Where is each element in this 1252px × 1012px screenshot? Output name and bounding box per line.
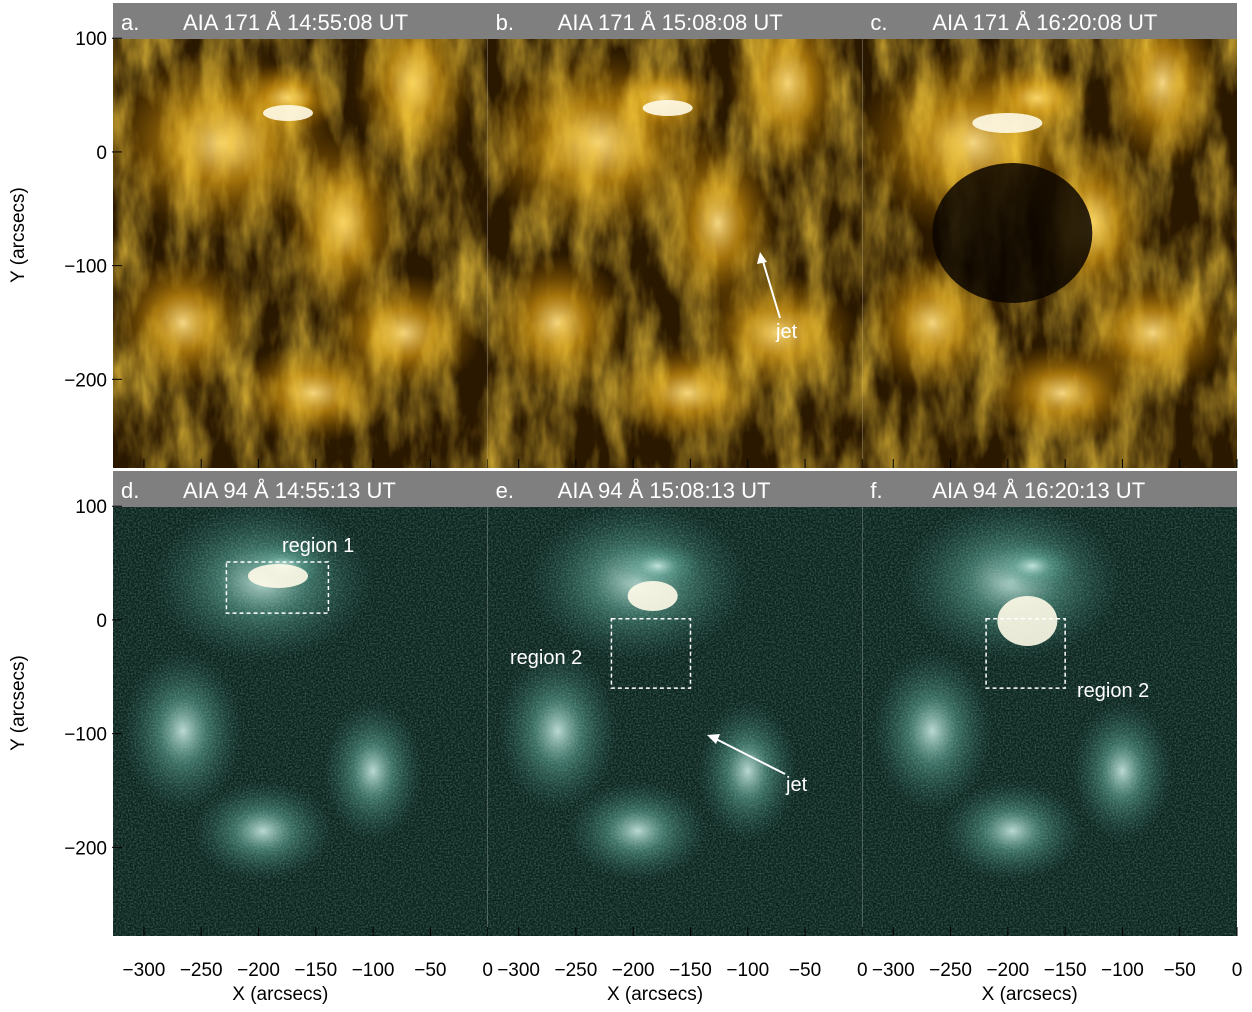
x-tick-label: −250 bbox=[554, 960, 597, 981]
jet-label: jet bbox=[785, 774, 808, 796]
panel-letter: f. bbox=[870, 478, 882, 503]
y-tick-label: 0 bbox=[96, 611, 107, 632]
x-tick-label: −200 bbox=[612, 960, 655, 981]
texture bbox=[488, 3, 863, 468]
x-tick-label: −50 bbox=[1164, 960, 1196, 981]
x-tick-label: −100 bbox=[1101, 960, 1144, 981]
y-axis-label: Y (arcsecs) bbox=[8, 655, 29, 751]
x-axis-label: X (arcsecs) bbox=[982, 984, 1078, 1005]
y-tick-label: 100 bbox=[75, 497, 107, 518]
y-tick-label: −200 bbox=[64, 838, 107, 859]
region-label: region 2 bbox=[510, 647, 582, 669]
region-label: region 1 bbox=[282, 535, 354, 557]
jet-label: jet bbox=[775, 321, 798, 343]
solar-image bbox=[852, 0, 1237, 468]
x-tick-label: −150 bbox=[1044, 960, 1087, 981]
flare bbox=[643, 100, 693, 116]
flare bbox=[248, 564, 308, 588]
x-tick-label: 0 bbox=[482, 960, 493, 981]
panels: a. AIA 171 Å 14:55:08 UT 100 0 −100 −200 b. AIA… bbox=[64, 0, 1242, 1005]
panel: d. AIA 94 Å 14:55:13 UT −300 −250 −200 −150 −1… bbox=[64, 471, 493, 1005]
panel: c. AIA 171 Å 16:20:08 UT bbox=[852, 0, 1237, 468]
solar-image bbox=[478, 0, 863, 468]
solar-image bbox=[103, 0, 488, 468]
x-tick-label: 0 bbox=[857, 960, 868, 981]
panel-title: AIA 94 Å 16:20:13 UT bbox=[932, 478, 1145, 503]
x-tick-label: −200 bbox=[237, 960, 280, 981]
x-tick-label: −250 bbox=[929, 960, 972, 981]
y-tick-label: −100 bbox=[64, 257, 107, 278]
panel-letter: d. bbox=[121, 478, 139, 503]
panel: f. AIA 94 Å 16:20:13 UT −300 −250 −200 −150 −1… bbox=[862, 471, 1242, 1005]
x-tick-label: 0 bbox=[1232, 960, 1243, 981]
x-tick-label: −250 bbox=[180, 960, 223, 981]
flare bbox=[997, 596, 1057, 646]
x-tick-label: −150 bbox=[294, 960, 337, 981]
figure: Y (arcsecs) Y (arcsecs) a. AIA 171 Å 14:5… bbox=[0, 0, 1252, 1012]
panel-title: AIA 171 Å 14:55:08 UT bbox=[183, 10, 408, 35]
flare bbox=[972, 113, 1042, 133]
texture bbox=[862, 471, 1237, 936]
y-tick-label: 0 bbox=[96, 143, 107, 164]
panel-letter: e. bbox=[496, 478, 514, 503]
panel: b. AIA 171 Å 15:08:08 UT bbox=[478, 0, 863, 468]
texture bbox=[488, 471, 863, 936]
x-tick-label: −300 bbox=[497, 960, 540, 981]
texture bbox=[113, 3, 488, 468]
y-tick-label: −200 bbox=[64, 370, 107, 391]
panel-letter: a. bbox=[121, 10, 139, 35]
x-tick-label: −200 bbox=[986, 960, 1029, 981]
y-tick-label: 100 bbox=[75, 29, 107, 50]
y-axis-label: Y (arcsecs) bbox=[8, 187, 29, 283]
panel-title: AIA 94 Å 14:55:13 UT bbox=[183, 478, 396, 503]
panel-title: AIA 171 Å 16:20:08 UT bbox=[932, 10, 1157, 35]
solar-image bbox=[862, 471, 1237, 936]
panel-title: AIA 94 Å 15:08:13 UT bbox=[558, 478, 771, 503]
x-axis-label: X (arcsecs) bbox=[232, 984, 328, 1005]
x-tick-label: −50 bbox=[414, 960, 446, 981]
dark-region bbox=[932, 163, 1092, 303]
panel-letter: c. bbox=[870, 10, 887, 35]
panel: e. AIA 94 Å 15:08:13 UT −300 −250 −200 −150 −1… bbox=[488, 471, 868, 1005]
x-tick-label: −150 bbox=[669, 960, 712, 981]
panel-letter: b. bbox=[496, 10, 514, 35]
solar-image bbox=[488, 471, 863, 936]
panel: a. AIA 171 Å 14:55:08 UT 100 0 −100 −200 bbox=[64, 0, 487, 468]
y-tick-label: −100 bbox=[64, 725, 107, 746]
x-tick-label: −100 bbox=[726, 960, 769, 981]
x-tick-label: −100 bbox=[352, 960, 395, 981]
flare bbox=[628, 581, 678, 611]
region-label: region 2 bbox=[1077, 680, 1149, 702]
x-tick-label: −300 bbox=[123, 960, 166, 981]
panel-title: AIA 171 Å 15:08:08 UT bbox=[558, 10, 783, 35]
x-axis-label: X (arcsecs) bbox=[607, 984, 703, 1005]
flare bbox=[263, 105, 313, 121]
x-tick-label: −300 bbox=[872, 960, 915, 981]
x-tick-label: −50 bbox=[789, 960, 821, 981]
